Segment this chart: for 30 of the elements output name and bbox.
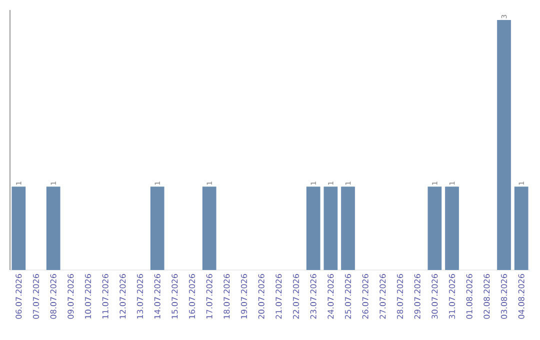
x-tick-label: 26.07.2026 (362, 274, 368, 319)
x-tick-label: 28.07.2026 (396, 274, 404, 319)
x-tick-label: 30.07.2026 (432, 274, 438, 319)
x-tick-label: 13.07.2026 (136, 274, 144, 318)
x-tick-label: 14.07.2026 (154, 274, 160, 318)
x-tick-label: 19.07.2026 (240, 274, 248, 318)
x-tick-label: 21.07.2026 (276, 274, 282, 319)
x-tick-label: 08.07.2026 (50, 274, 56, 319)
x-tick-label: 04.08.2026 (518, 274, 524, 319)
x-tick-label: 20.07.2026 (258, 274, 264, 319)
x-tick-label: 25.07.2026 (344, 274, 352, 319)
x-tick-label: 01.08.2026 (466, 274, 472, 319)
x-tick-label: 03.08.2026 (500, 274, 508, 319)
x-tick-label: 06.07.2026 (16, 274, 22, 319)
x-tick-label: 23.07.2026 (310, 274, 316, 319)
x-tick-label: 15.07.2026 (172, 274, 178, 318)
x-tick-label: 09.07.2026 (68, 274, 74, 319)
x-tick-label: 31.07.2026 (448, 274, 456, 319)
x-tick-label: 07.07.2026 (32, 274, 40, 319)
x-tick-label: 24.07.2026 (328, 274, 334, 319)
x-tick-label: 12.07.2026 (120, 274, 126, 318)
x-tick-label: 16.07.2026 (188, 274, 196, 318)
x-tick-label: 02.08.2026 (484, 274, 490, 319)
x-tick-label: 10.07.2026 (84, 274, 92, 318)
x-tick-label: 11.07.2026 (102, 274, 108, 318)
x-tick-label: 17.07.2026 (206, 274, 212, 318)
x-tick-label: 27.07.2026 (380, 274, 386, 319)
x-tick-label: 29.07.2026 (414, 274, 420, 319)
x-tick-label: 18.07.2026 (224, 274, 230, 318)
x-tick-label: 22.07.2026 (292, 274, 300, 319)
